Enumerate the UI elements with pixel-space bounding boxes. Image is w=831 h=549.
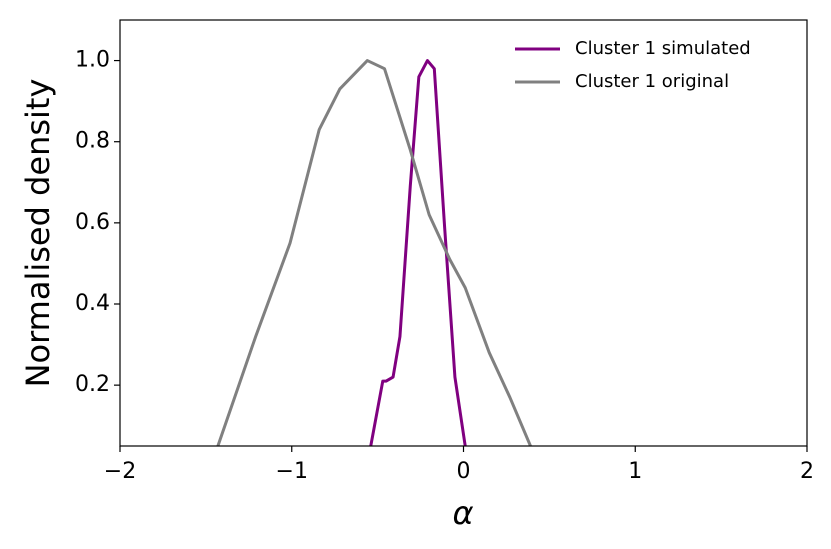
legend-label: Cluster 1 original — [575, 71, 729, 92]
y-tick-label: 0.4 — [75, 291, 110, 316]
x-axis-label: α — [452, 494, 473, 532]
x-tick-label: 0 — [457, 459, 471, 484]
x-tick-label: 1 — [628, 459, 642, 484]
x-tick-label: −2 — [104, 459, 136, 484]
series-line — [216, 59, 532, 446]
plot-area — [216, 59, 532, 446]
y-axis-label: Normalised density — [19, 79, 57, 388]
series-line — [369, 59, 467, 446]
legend-label: Cluster 1 simulated — [575, 38, 751, 59]
y-tick-label: 0.8 — [75, 129, 110, 154]
x-tick-label: 2 — [800, 459, 814, 484]
y-tick-label: 1.0 — [75, 48, 110, 73]
x-tick-label: −1 — [276, 459, 308, 484]
plot-frame — [119, 19, 808, 447]
y-tick-label: 0.6 — [75, 210, 110, 235]
y-tick-label: 0.2 — [75, 372, 110, 397]
